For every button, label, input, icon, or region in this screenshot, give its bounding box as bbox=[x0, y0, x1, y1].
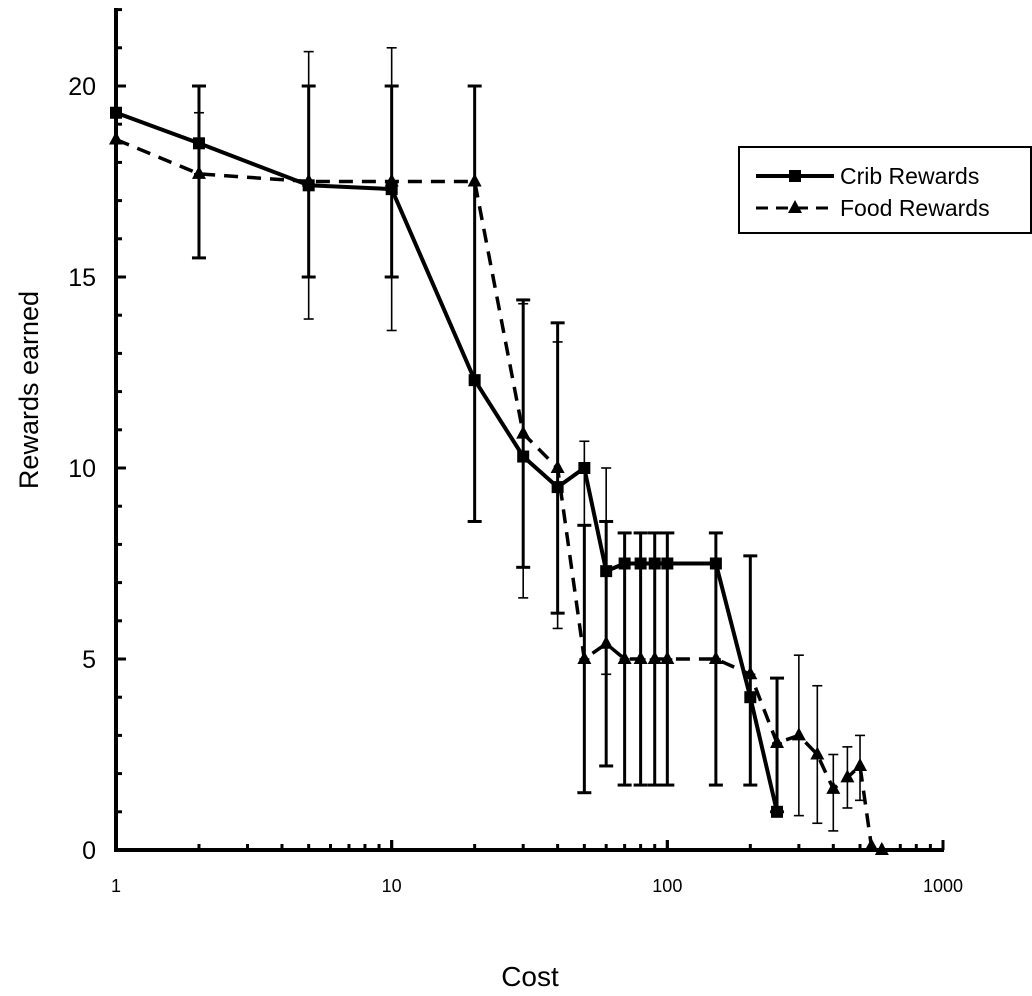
food-point bbox=[301, 173, 316, 187]
x-axis-label: Cost bbox=[501, 961, 559, 991]
crib-point bbox=[517, 450, 530, 463]
y-tick-label: 0 bbox=[82, 837, 96, 865]
axes bbox=[114, 8, 944, 852]
y-tick-label: 20 bbox=[68, 73, 96, 101]
food-point bbox=[791, 727, 806, 741]
food-point bbox=[647, 651, 662, 664]
food-point bbox=[109, 131, 123, 145]
food-point bbox=[864, 838, 879, 852]
crib-point bbox=[709, 557, 722, 570]
y-tick-label: 15 bbox=[68, 264, 96, 292]
food-point bbox=[840, 769, 855, 783]
y-tick-label: 10 bbox=[68, 455, 96, 483]
food-point bbox=[743, 666, 758, 680]
food-point bbox=[617, 651, 632, 664]
food-point bbox=[599, 635, 614, 649]
series-line-food bbox=[115, 137, 883, 852]
legend: Crib Rewards Food Rewards bbox=[738, 146, 1032, 234]
x-tick-label: 1000 bbox=[923, 876, 963, 896]
crib-point bbox=[551, 481, 564, 494]
crib-point bbox=[578, 462, 591, 474]
food-point bbox=[770, 735, 785, 749]
food-point bbox=[191, 165, 206, 179]
food-point bbox=[660, 651, 675, 664]
crib-point bbox=[771, 805, 784, 818]
x-tick-label: 1 bbox=[111, 876, 121, 896]
food-point bbox=[384, 173, 399, 187]
food-point bbox=[853, 757, 868, 771]
food-point bbox=[633, 651, 648, 664]
legend-label-food: Food Rewards bbox=[840, 195, 990, 221]
crib-point bbox=[110, 106, 122, 119]
crib-point bbox=[661, 557, 674, 570]
crib-point bbox=[634, 557, 647, 570]
series-line-crib bbox=[115, 110, 779, 813]
y-axis-label: Rewards earned bbox=[14, 291, 44, 489]
crib-point bbox=[600, 565, 613, 578]
legend-marker-crib bbox=[789, 170, 801, 182]
crib-point bbox=[744, 691, 757, 704]
series-markers bbox=[109, 106, 889, 855]
food-point bbox=[810, 746, 825, 760]
legend-marker-food bbox=[788, 200, 802, 213]
axis-ticks: 0 5 10 15 20 1 10 100 1000 bbox=[68, 8, 963, 896]
crib-point bbox=[648, 557, 661, 570]
crib-point bbox=[468, 374, 481, 387]
food-point bbox=[467, 173, 482, 187]
food-point bbox=[826, 780, 841, 794]
crib-point bbox=[618, 557, 631, 570]
crib-point bbox=[192, 137, 205, 150]
legend-box bbox=[738, 146, 1032, 234]
food-point bbox=[708, 651, 723, 664]
x-tick-label: 10 bbox=[382, 876, 402, 896]
x-tick-label: 100 bbox=[652, 876, 682, 896]
food-point bbox=[550, 460, 565, 473]
food-point bbox=[874, 842, 889, 855]
food-point bbox=[577, 651, 592, 664]
food-point bbox=[516, 425, 531, 439]
legend-label-crib: Crib Rewards bbox=[840, 163, 979, 189]
y-tick-label: 5 bbox=[82, 646, 96, 674]
